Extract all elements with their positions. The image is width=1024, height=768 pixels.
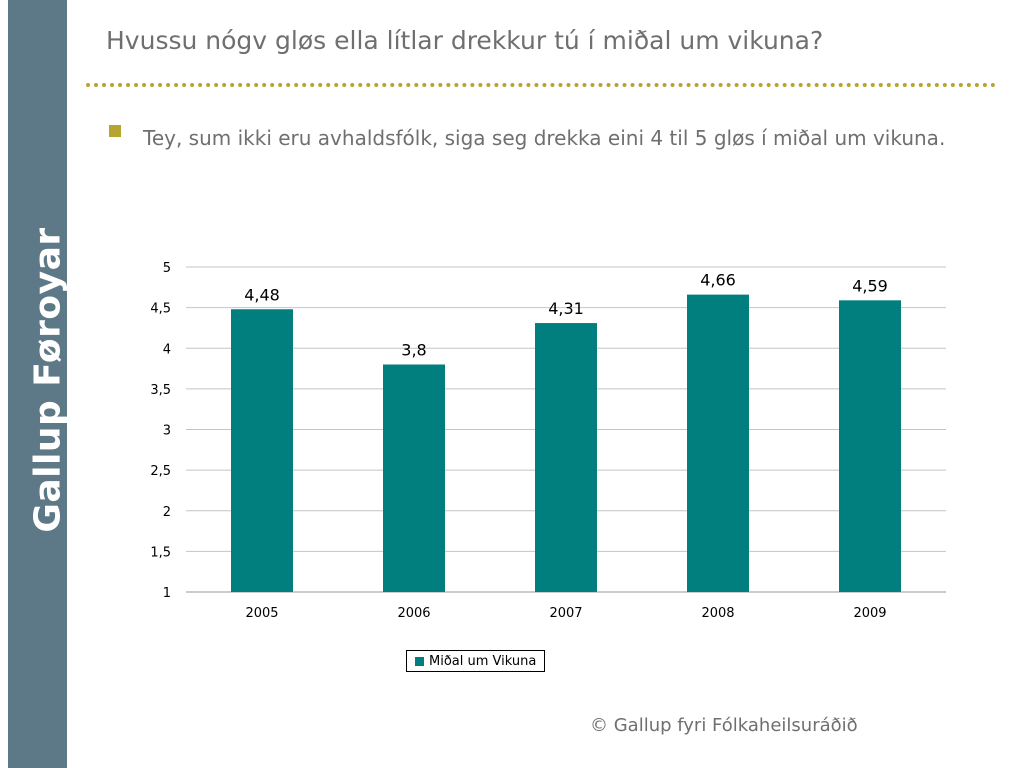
title-divider	[86, 83, 996, 87]
bar	[383, 364, 445, 592]
bar	[535, 323, 597, 592]
y-tick-label: 3,5	[150, 383, 171, 398]
x-tick-label: 2006	[397, 606, 430, 621]
bar-value-label: 4,66	[700, 271, 736, 290]
bar	[231, 309, 293, 592]
y-tick-label: 4	[163, 342, 171, 357]
y-tick-label: 2,5	[150, 464, 171, 479]
slide-title: Hvussu nógv gløs ella lítlar drekkur tú …	[106, 26, 824, 55]
y-tick-label: 1	[163, 586, 171, 601]
bar	[687, 294, 749, 592]
bar	[839, 300, 901, 592]
y-tick-label: 4,5	[150, 302, 171, 317]
x-tick-label: 2007	[549, 606, 582, 621]
bar-value-label: 4,31	[548, 299, 584, 318]
copyright-text: © Gallup fyri Fólkaheilsuráðið	[590, 715, 858, 736]
bullet-square-icon	[109, 125, 121, 137]
y-tick-label: 2	[163, 505, 171, 520]
x-tick-label: 2009	[853, 606, 886, 621]
legend-swatch	[415, 656, 424, 666]
y-tick-label: 5	[163, 261, 171, 276]
sidebar-band: Gallup Føroyar	[8, 0, 69, 768]
chart-legend: Miðal um Vikuna	[406, 650, 546, 672]
bullet-text: Tey, sum ikki eru avhaldsfólk, siga seg …	[143, 126, 946, 150]
x-tick-label: 2008	[701, 606, 734, 621]
bar-value-label: 4,48	[244, 285, 280, 304]
y-tick-label: 3	[163, 424, 171, 439]
y-tick-label: 1,5	[150, 545, 171, 560]
bar-value-label: 4,59	[852, 276, 888, 295]
x-tick-label: 2005	[245, 606, 278, 621]
legend-label: Miðal um Vikuna	[429, 653, 537, 669]
bar-value-label: 3,8	[401, 341, 426, 360]
